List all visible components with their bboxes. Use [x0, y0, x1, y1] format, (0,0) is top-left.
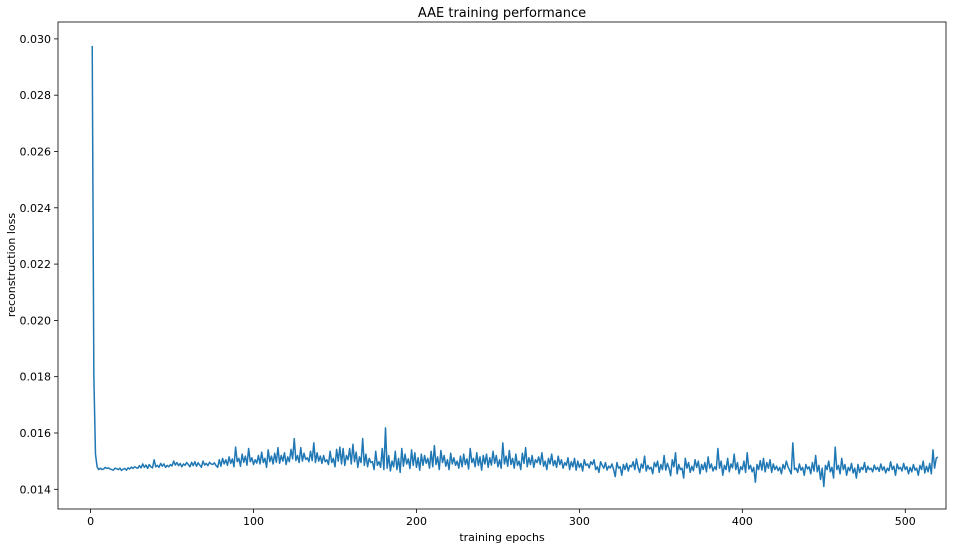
- x-tick-label: 500: [895, 515, 916, 528]
- x-tick-label: 400: [732, 515, 753, 528]
- y-tick-label: 0.030: [20, 33, 52, 46]
- x-axis-ticks: 0 100 200 300 400 500: [87, 509, 916, 528]
- series-line: [91, 45, 939, 488]
- y-tick-label: 0.016: [20, 427, 52, 440]
- y-tick-label: 0.024: [20, 202, 52, 215]
- y-tick-label: 0.014: [20, 483, 52, 496]
- y-axis-label: reconstruction loss: [5, 213, 18, 317]
- chart-title: AAE training performance: [418, 6, 586, 21]
- x-tick-label: 100: [243, 515, 264, 528]
- y-tick-label: 0.026: [20, 145, 52, 158]
- y-tick-label: 0.020: [20, 314, 52, 327]
- y-axis-ticks: 0.014 0.016 0.018 0.020 0.022 0.024 0.026 0.028…: [20, 33, 58, 496]
- x-tick-label: 300: [569, 515, 590, 528]
- x-tick-label: 200: [406, 515, 427, 528]
- y-tick-label: 0.018: [20, 371, 52, 384]
- axes-frame: [57, 21, 947, 510]
- plot-area: [58, 22, 946, 509]
- x-axis-label: training epochs: [459, 531, 545, 544]
- y-tick-label: 0.028: [20, 89, 52, 102]
- x-tick-label: 0: [87, 515, 94, 528]
- y-tick-label: 0.022: [20, 258, 52, 271]
